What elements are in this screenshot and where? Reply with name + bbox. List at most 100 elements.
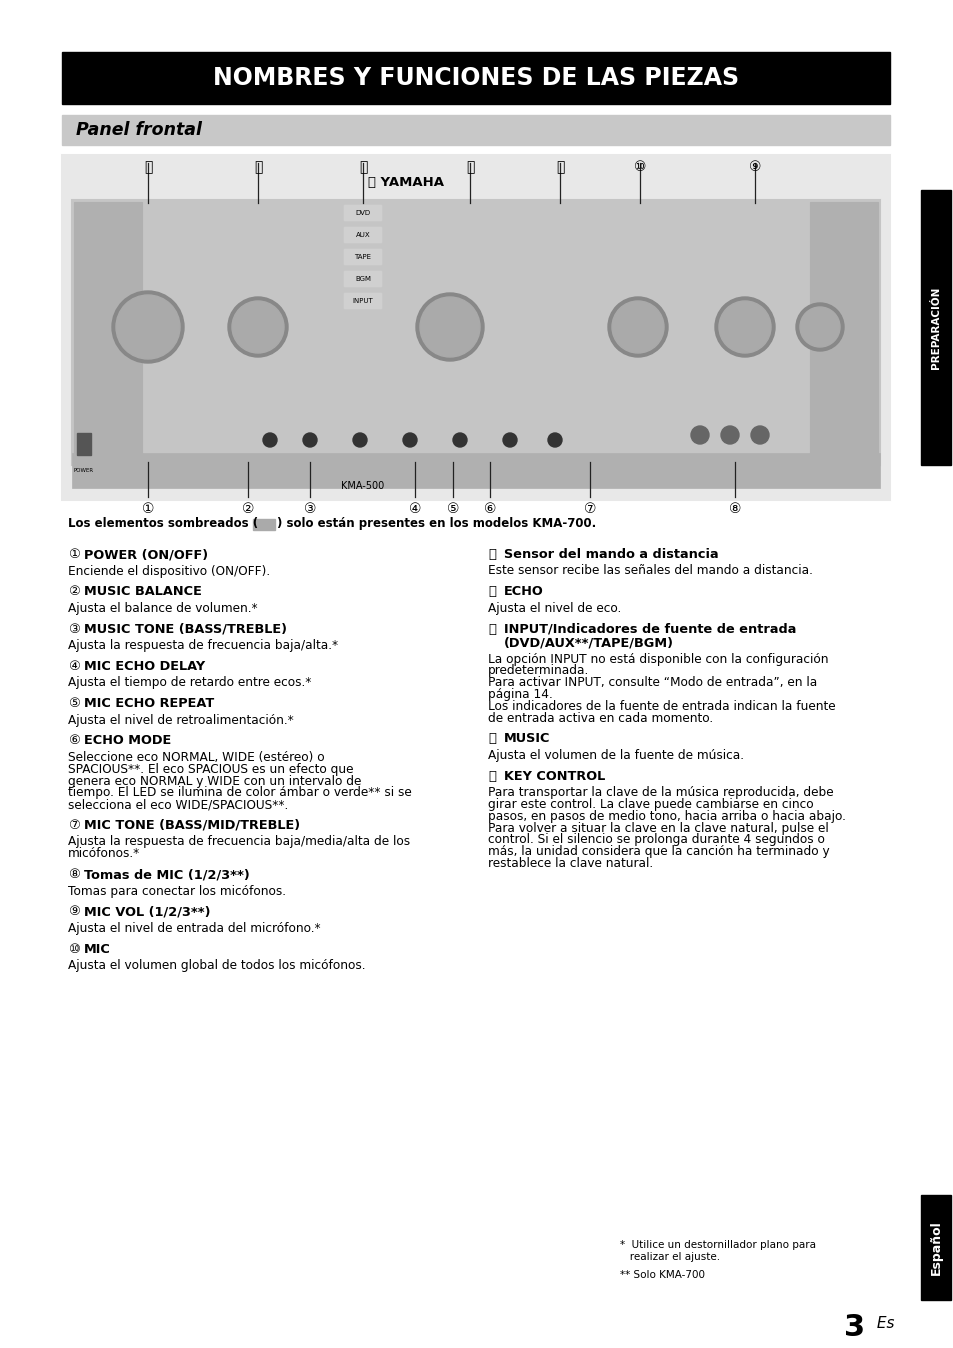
Bar <box>62 115 889 146</box>
Text: ⑮: ⑮ <box>144 160 152 174</box>
Text: ⑥: ⑥ <box>483 501 496 516</box>
Text: ** Solo KMA-700: ** Solo KMA-700 <box>619 1270 704 1281</box>
Text: MUSIC: MUSIC <box>503 732 550 745</box>
Text: ) solo están presentes en los modelos KMA-700.: ) solo están presentes en los modelos KM… <box>276 518 596 531</box>
Text: ⑧: ⑧ <box>728 501 740 516</box>
Text: ③: ③ <box>303 501 315 516</box>
Text: ⑬: ⑬ <box>488 623 496 636</box>
Text: ③: ③ <box>68 623 80 636</box>
Text: ⑬: ⑬ <box>358 160 367 174</box>
Text: girar este control. La clave puede cambiarse en cinco: girar este control. La clave puede cambi… <box>488 798 813 811</box>
Text: MUSIC TONE (BASS/TREBLE): MUSIC TONE (BASS/TREBLE) <box>84 623 287 636</box>
FancyBboxPatch shape <box>344 226 381 243</box>
Circle shape <box>690 426 708 443</box>
Text: página 14.: página 14. <box>488 687 552 701</box>
Text: ⑩: ⑩ <box>68 942 80 956</box>
Circle shape <box>228 297 288 357</box>
Text: Sensor del mando a distancia: Sensor del mando a distancia <box>503 549 718 561</box>
Text: ⑭: ⑭ <box>253 160 262 174</box>
Text: Tomas para conectar los micófonos.: Tomas para conectar los micófonos. <box>68 884 286 898</box>
Text: Tomas de MIC (1/2/3**): Tomas de MIC (1/2/3**) <box>84 868 250 882</box>
Circle shape <box>800 307 840 346</box>
FancyBboxPatch shape <box>344 293 381 309</box>
Text: restablece la clave natural.: restablece la clave natural. <box>488 857 653 869</box>
Text: tiempo. El LED se ilumina de color ámbar o verde** si se: tiempo. El LED se ilumina de color ámbar… <box>68 786 412 799</box>
Text: ECHO: ECHO <box>503 585 543 599</box>
Text: MIC VOL (1/2/3**): MIC VOL (1/2/3**) <box>84 906 211 918</box>
Text: KMA-500: KMA-500 <box>341 481 384 491</box>
Text: Ajusta la respuesta de frecuencia baja/alta.*: Ajusta la respuesta de frecuencia baja/a… <box>68 639 337 652</box>
Text: control. Si el silencio se prolonga durante 4 segundos o: control. Si el silencio se prolonga dura… <box>488 833 824 847</box>
Text: DVD: DVD <box>355 210 370 216</box>
Text: POWER: POWER <box>74 468 94 473</box>
Text: micófonos.*: micófonos.* <box>68 848 140 860</box>
Circle shape <box>353 433 367 448</box>
Circle shape <box>720 426 739 443</box>
Text: ⑥: ⑥ <box>68 735 80 748</box>
Text: Ajusta el volumen de la fuente de música.: Ajusta el volumen de la fuente de música… <box>488 749 743 762</box>
Text: POWER (ON/OFF): POWER (ON/OFF) <box>84 549 208 561</box>
Text: MUSIC BALANCE: MUSIC BALANCE <box>84 585 202 599</box>
Text: Ajusta el tiempo de retardo entre ecos.*: Ajusta el tiempo de retardo entre ecos.* <box>68 677 311 689</box>
Text: MIC ECHO DELAY: MIC ECHO DELAY <box>84 661 205 673</box>
Text: KEY CONTROL: KEY CONTROL <box>503 770 604 783</box>
Circle shape <box>502 433 517 448</box>
Circle shape <box>419 297 479 357</box>
Text: Seleccione eco NORMAL, WIDE (estéreo) o: Seleccione eco NORMAL, WIDE (estéreo) o <box>68 751 324 764</box>
Text: Los elementos sombreados (: Los elementos sombreados ( <box>68 518 258 531</box>
Text: ②: ② <box>68 585 80 599</box>
Text: Los indicadores de la fuente de entrada indican la fuente: Los indicadores de la fuente de entrada … <box>488 700 835 713</box>
Text: INPUT: INPUT <box>353 298 373 305</box>
Bar <box>62 155 889 500</box>
Text: MIC: MIC <box>84 942 111 956</box>
Text: MIC ECHO REPEAT: MIC ECHO REPEAT <box>84 697 214 710</box>
Text: BGM: BGM <box>355 276 371 282</box>
Text: Ajusta la respuesta de frecuencia baja/media/alta de los: Ajusta la respuesta de frecuencia baja/m… <box>68 836 410 848</box>
Text: Es: Es <box>871 1317 894 1332</box>
Circle shape <box>607 297 667 357</box>
Circle shape <box>232 301 284 353</box>
Text: ECHO MODE: ECHO MODE <box>84 735 172 748</box>
Text: ⑩: ⑩ <box>633 160 645 174</box>
Text: ⑤: ⑤ <box>446 501 458 516</box>
Text: ⑭: ⑭ <box>488 732 496 745</box>
Text: Ⓐ YAMAHA: Ⓐ YAMAHA <box>367 177 443 190</box>
Text: SPACIOUS**. El eco SPACIOUS es un efecto que: SPACIOUS**. El eco SPACIOUS es un efecto… <box>68 763 354 776</box>
Circle shape <box>116 295 180 359</box>
Circle shape <box>112 291 184 363</box>
Text: ①: ① <box>142 501 154 516</box>
Text: *  Utilice un destornillador plano para
   realizar el ajuste.: * Utilice un destornillador plano para r… <box>619 1240 815 1262</box>
Circle shape <box>263 433 276 448</box>
FancyBboxPatch shape <box>344 205 381 221</box>
Text: INPUT/Indicadores de fuente de entrada: INPUT/Indicadores de fuente de entrada <box>503 623 796 636</box>
Text: ①: ① <box>68 549 80 561</box>
Bar <box>253 519 274 530</box>
Text: Ajusta el nivel de eco.: Ajusta el nivel de eco. <box>488 601 620 615</box>
Bar <box>77 433 91 456</box>
Text: Para activar INPUT, consulte “Modo de entrada”, en la: Para activar INPUT, consulte “Modo de en… <box>488 677 817 689</box>
Text: pasos, en pasos de medio tono, hacia arriba o hacia abajo.: pasos, en pasos de medio tono, hacia arr… <box>488 810 845 822</box>
Text: Ajusta el nivel de entrada del micrófono.*: Ajusta el nivel de entrada del micrófono… <box>68 922 320 936</box>
Circle shape <box>795 303 843 350</box>
Text: ⑮: ⑮ <box>488 770 496 783</box>
Bar <box>62 53 889 104</box>
Text: genera eco NORMAL y WIDE con un intervalo de: genera eco NORMAL y WIDE con un interval… <box>68 775 361 787</box>
Circle shape <box>402 433 416 448</box>
Text: Ajusta el balance de volumen.*: Ajusta el balance de volumen.* <box>68 601 257 615</box>
Bar <box>71 200 879 465</box>
Circle shape <box>714 297 774 357</box>
Text: predeterminada.: predeterminada. <box>488 665 589 678</box>
Text: Para transportar la clave de la música reproducida, debe: Para transportar la clave de la música r… <box>488 786 833 799</box>
Text: PREPARACIÓN: PREPARACIÓN <box>930 286 940 369</box>
Text: ⑧: ⑧ <box>68 868 80 882</box>
Circle shape <box>453 433 467 448</box>
Text: ⑪: ⑪ <box>488 549 496 561</box>
Circle shape <box>612 301 663 353</box>
Text: ⑪: ⑪ <box>556 160 563 174</box>
Text: 3: 3 <box>843 1313 864 1341</box>
Bar <box>920 1194 950 1299</box>
Text: Este sensor recibe las señales del mando a distancia.: Este sensor recibe las señales del mando… <box>488 565 812 577</box>
Text: selecciona el eco WIDE/SPACIOUS**.: selecciona el eco WIDE/SPACIOUS**. <box>68 798 288 811</box>
Text: La opción INPUT no está disponible con la configuración: La opción INPUT no está disponible con l… <box>488 652 827 666</box>
Text: ⑨: ⑨ <box>68 906 80 918</box>
